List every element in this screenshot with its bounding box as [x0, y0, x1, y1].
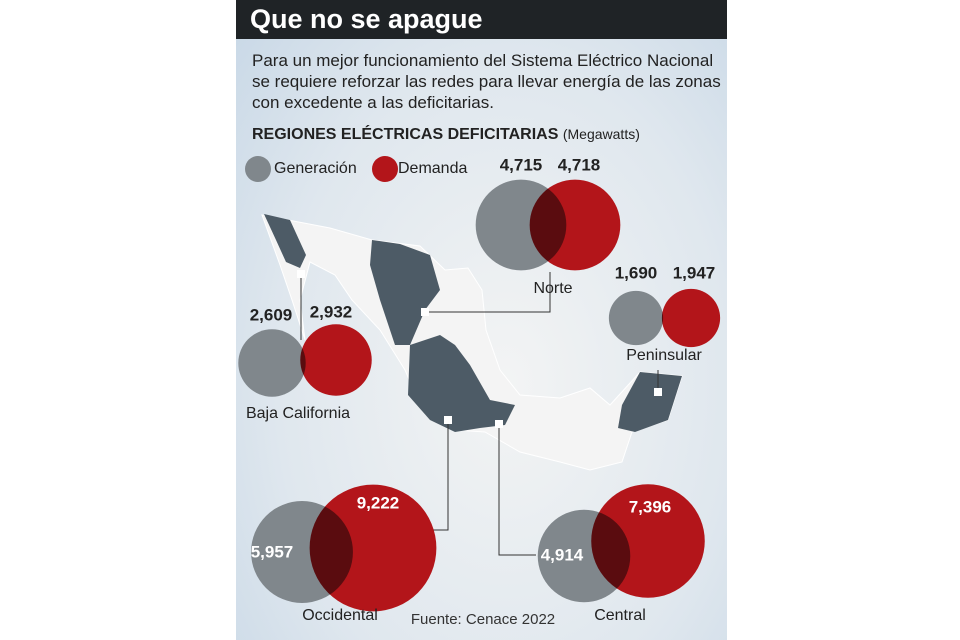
- value-label: 7,396: [629, 497, 672, 516]
- bubble: [529, 179, 621, 271]
- legend-swatch: [372, 156, 398, 182]
- heading-row: REGIONES ELÉCTRICAS DEFICITARIAS (Megawa…: [252, 126, 640, 144]
- subtitle: Para un mejor funcionamiento del Sistema…: [252, 51, 721, 112]
- bubble: [238, 329, 306, 397]
- bubble: [300, 324, 372, 396]
- value-label: 4,718: [558, 155, 601, 174]
- bubble: [608, 290, 664, 346]
- map-region: [264, 214, 306, 268]
- value-label: 2,932: [310, 302, 353, 321]
- bubbles: [238, 179, 721, 612]
- map-marker: [421, 308, 429, 316]
- value-label: 4,914: [541, 545, 584, 564]
- value-label: 2,609: [250, 305, 293, 324]
- title-bar: [236, 0, 727, 39]
- region-label: Peninsular: [626, 347, 702, 364]
- leader-line: [429, 272, 551, 313]
- title: Que no se apague: [250, 4, 483, 34]
- legend-swatch: [245, 156, 271, 182]
- region-label: Occidental: [302, 607, 378, 624]
- value-label: 5,957: [251, 542, 294, 561]
- legend-label: Generación: [274, 160, 357, 177]
- map-region: [370, 240, 440, 345]
- leader-line: [430, 424, 449, 531]
- map: [261, 214, 683, 556]
- map-marker: [495, 420, 503, 428]
- value-label: 4,715: [500, 155, 543, 174]
- region-label: Central: [594, 607, 646, 624]
- map-mexico: [261, 214, 683, 471]
- bubble: [309, 484, 437, 612]
- map-marker: [297, 270, 305, 278]
- source: Fuente: Cenace 2022: [411, 611, 555, 628]
- map-region: [618, 372, 682, 432]
- legend-label: Demanda: [398, 160, 467, 177]
- unit: (Megawatts): [562, 126, 640, 142]
- map-marker: [444, 416, 452, 424]
- value-label: 1,690: [615, 263, 658, 282]
- region-label: Baja California: [246, 405, 350, 422]
- bubble: [591, 484, 705, 598]
- bubble: [661, 288, 721, 348]
- leader-line: [498, 428, 536, 556]
- map-region: [408, 335, 515, 432]
- heading: REGIONES ELÉCTRICAS DEFICITARIAS: [252, 126, 559, 143]
- map-marker: [654, 388, 662, 396]
- region-label: Norte: [533, 280, 572, 297]
- value-label: 1,947: [673, 263, 716, 282]
- value-label: 9,222: [357, 493, 400, 512]
